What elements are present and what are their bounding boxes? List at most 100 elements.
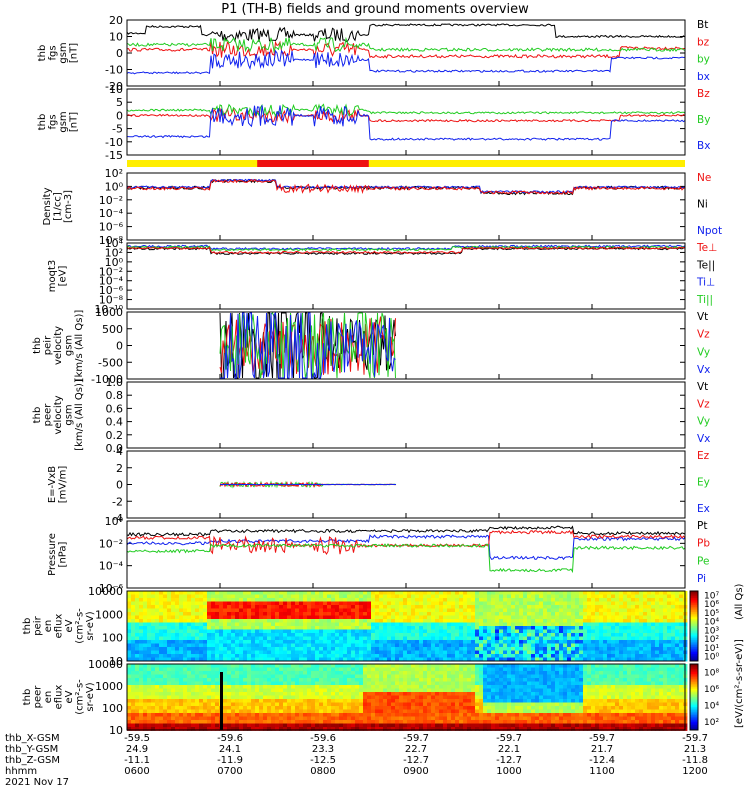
spectro-cell [455, 612, 460, 616]
spectro-cell [511, 685, 516, 689]
spectro-cell [663, 647, 668, 651]
spectro-cell [655, 633, 660, 637]
spectro-cell [679, 598, 684, 602]
spectro-cell [387, 622, 392, 627]
spectro-cell [303, 598, 308, 602]
spectro-cell [251, 720, 256, 724]
spectro-cell [299, 664, 304, 668]
spectro-cell [447, 612, 452, 616]
spectro-cell [655, 608, 660, 613]
spectro-cell [495, 674, 500, 679]
spectro-cell [267, 664, 272, 668]
spectro-cell [167, 667, 172, 672]
spectro-cell [215, 723, 220, 728]
spectro-cell [415, 702, 420, 707]
spectro-cell [363, 657, 368, 662]
spectro-cell [275, 720, 280, 724]
spectro-cell [259, 622, 264, 627]
spectro-cell [251, 594, 256, 599]
spectro-cell [135, 640, 140, 644]
spectro-cell [387, 699, 392, 703]
spectro-cell [495, 629, 500, 634]
spectro-cell [299, 667, 304, 672]
spectro-cell [179, 591, 184, 595]
spectro-cell [179, 633, 184, 637]
spectro-cell [323, 716, 328, 721]
spectro-cell [239, 702, 244, 707]
spectro-cell [347, 591, 352, 595]
spectro-cell [607, 654, 612, 658]
spectro-cell [375, 671, 380, 675]
spectro-cell [515, 591, 520, 595]
spectro-cell [651, 657, 656, 662]
spectro-cell [459, 706, 464, 710]
spectro-cell [295, 706, 300, 710]
spectro-cell [371, 591, 376, 595]
spectro-cell [167, 622, 172, 627]
spectro-cell [255, 650, 260, 655]
spectro-cell [315, 727, 320, 731]
spectro-cell [459, 612, 464, 616]
spectro-cell [607, 650, 612, 655]
spectro-cell [511, 594, 516, 599]
spectro-cell [379, 688, 384, 693]
spectro-cell [527, 605, 532, 609]
spectro-cell [395, 657, 400, 662]
spectro-cell [667, 657, 672, 662]
spectro-cell [595, 601, 600, 606]
spectro-cell [215, 678, 220, 682]
spectro-cell [563, 647, 568, 651]
spectro-cell [619, 601, 624, 606]
spectro-cell [231, 647, 236, 651]
spectro-cell [563, 640, 568, 644]
spectro-cell [211, 674, 216, 679]
spectro-cell [663, 629, 668, 634]
y-tick-label: 10⁻⁴ [99, 275, 124, 288]
spectro-cell [151, 594, 156, 599]
spectro-cell [299, 605, 304, 609]
spectro-cell [127, 685, 132, 689]
spectro-cell [303, 601, 308, 606]
spectro-cell [679, 619, 684, 623]
spectro-cell [139, 612, 144, 616]
spectro-cell [463, 713, 468, 717]
y-axis-label: peer [33, 685, 44, 709]
spectro-cell [255, 709, 260, 714]
spectro-cell [595, 647, 600, 651]
spectro-cell [383, 727, 388, 731]
spectro-cell [279, 619, 284, 623]
spectro-cell [383, 598, 388, 602]
spectro-cell [371, 716, 376, 721]
spectro-cell [167, 720, 172, 724]
spectro-cell [131, 640, 136, 644]
spectro-cell [499, 643, 504, 648]
spectro-cell [259, 591, 264, 595]
spectro-cell [375, 647, 380, 651]
spectro-cell [283, 594, 288, 599]
x-tick-label: -12.5 [310, 755, 336, 766]
spectro-cell [307, 608, 312, 613]
spectro-cell [411, 622, 416, 627]
spectro-cell [671, 622, 676, 627]
spectro-cell [451, 647, 456, 651]
spectro-cell [415, 640, 420, 644]
spectro-cell [319, 702, 324, 707]
spectro-cell [507, 692, 512, 696]
spectro-cell [319, 598, 324, 602]
spectro-cell [499, 667, 504, 672]
spectro-cell [415, 692, 420, 696]
spectro-cell [143, 671, 148, 675]
spectro-cell [299, 716, 304, 721]
spectro-cell [331, 598, 336, 602]
spectro-cell [223, 622, 228, 627]
spectro-cell [503, 709, 508, 714]
spectro-cell [507, 681, 512, 686]
spectro-cell [167, 713, 172, 717]
spectro-cell [375, 626, 380, 630]
spectro-cell [299, 706, 304, 710]
spectro-cell [627, 640, 632, 644]
y-axis-label: fgs [48, 45, 59, 60]
spectro-cell [475, 685, 480, 689]
spectro-cell [335, 598, 340, 602]
spectro-cell [311, 647, 316, 651]
